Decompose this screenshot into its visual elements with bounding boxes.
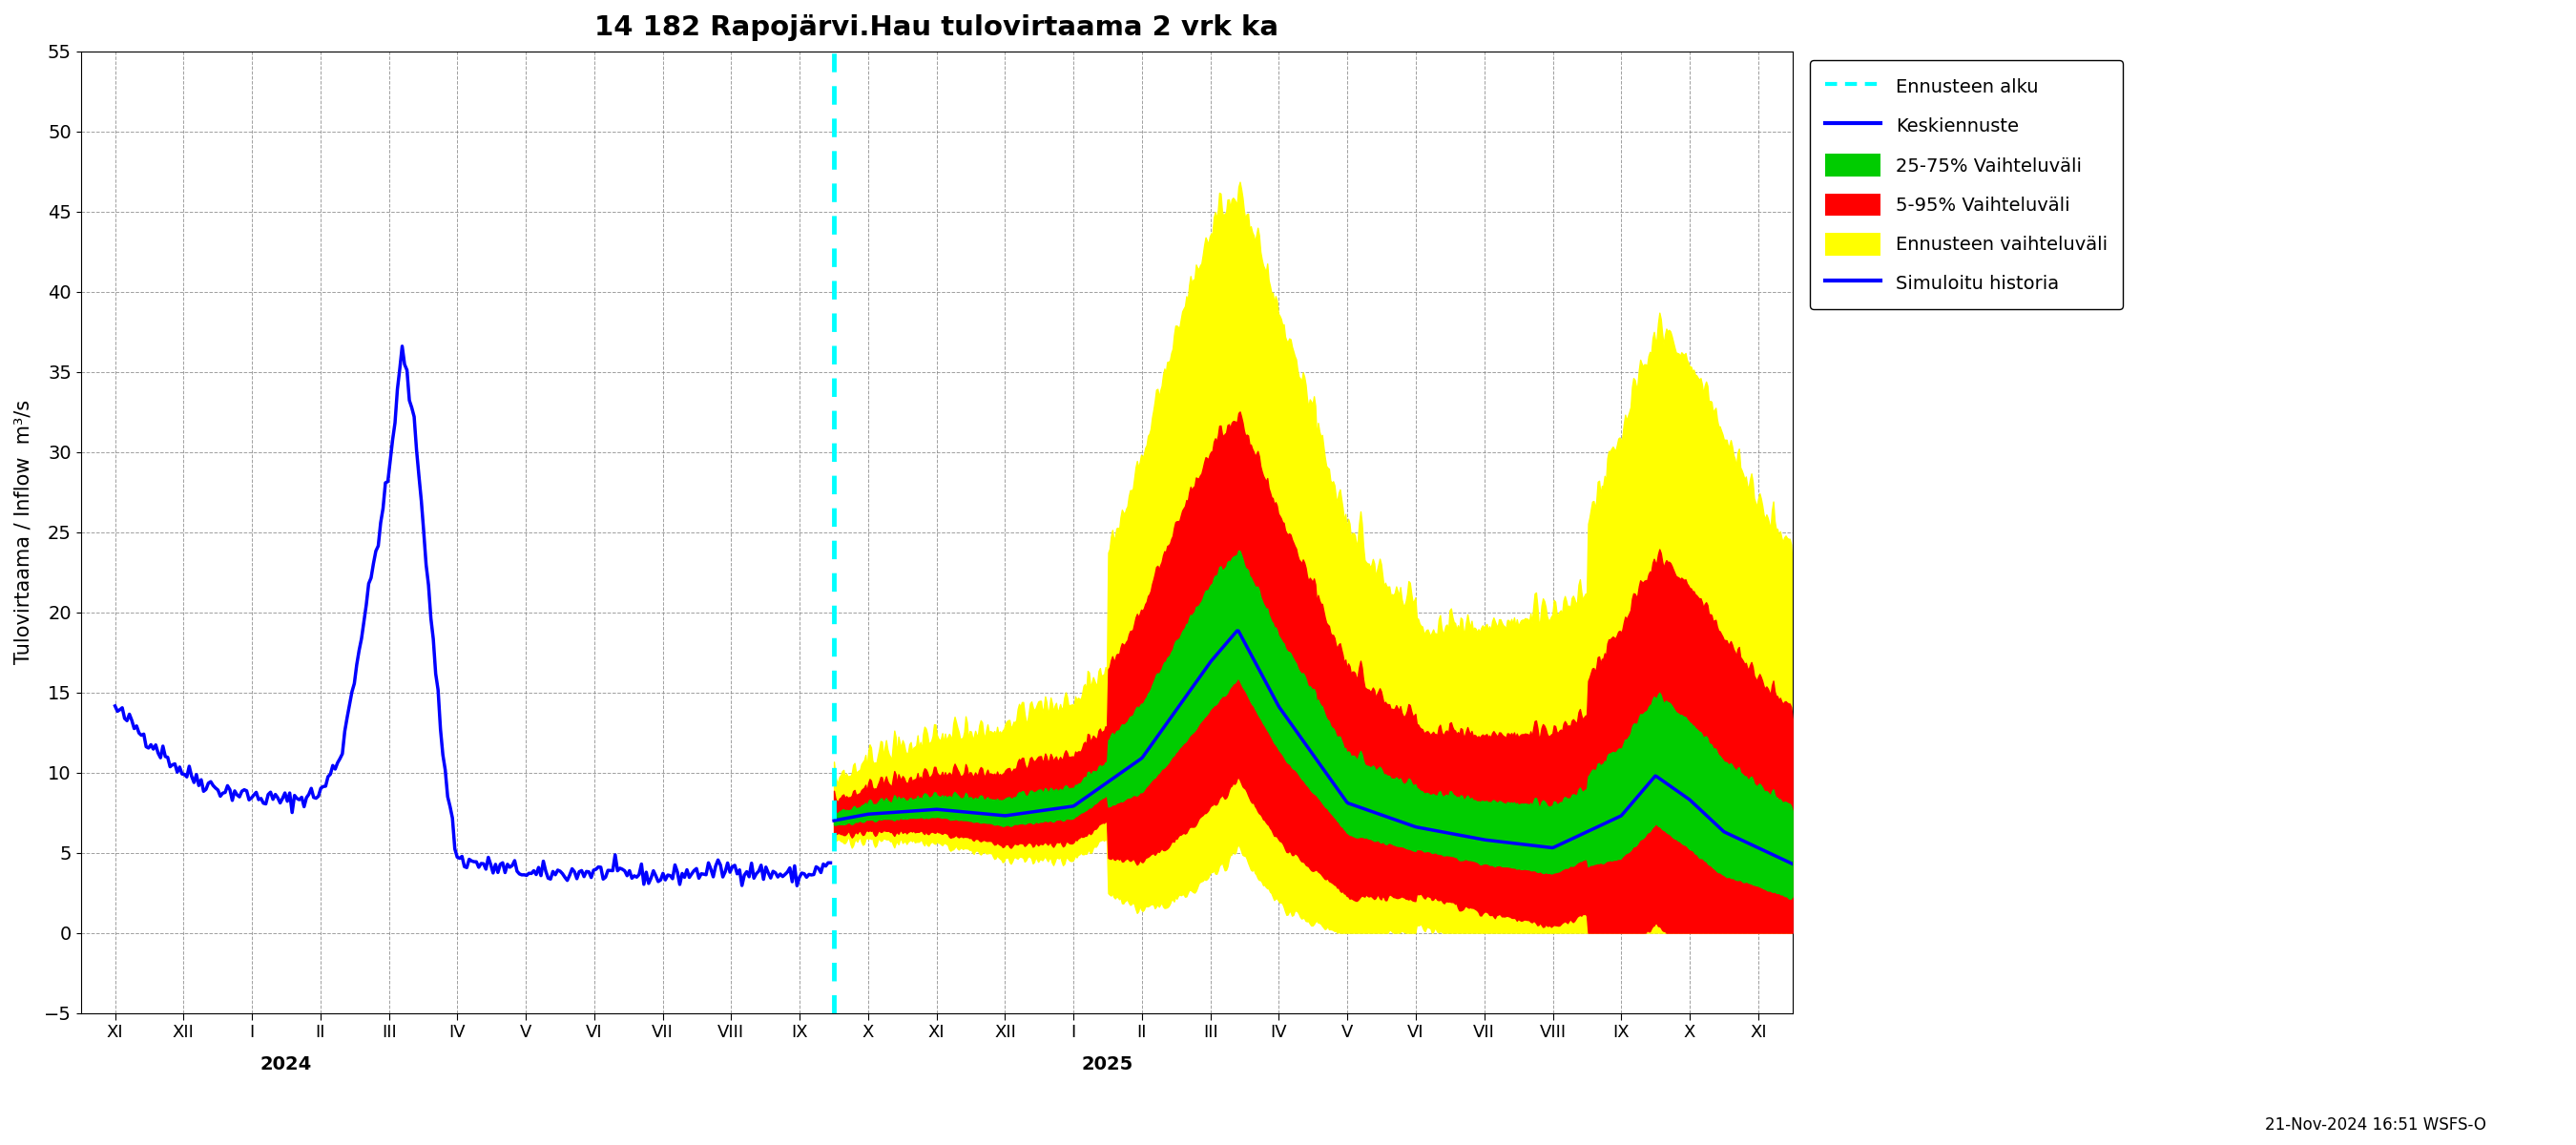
Text: 21-Nov-2024 16:51 WSFS-O: 21-Nov-2024 16:51 WSFS-O [2264,1116,2486,1134]
Text: 2025: 2025 [1082,1056,1133,1074]
Title: 14 182 Rapojärvi.Hau tulovirtaama 2 vrk ka: 14 182 Rapojärvi.Hau tulovirtaama 2 vrk … [595,14,1278,41]
Text: 2024: 2024 [260,1056,312,1074]
Y-axis label: Tulovirtaama / Inflow  m³/s: Tulovirtaama / Inflow m³/s [15,400,33,664]
Legend: Ennusteen alku, Keskiennuste, 25-75% Vaihteluväli, 5-95% Vaihteluväli, Ennusteen: Ennusteen alku, Keskiennuste, 25-75% Vai… [1811,61,2123,309]
